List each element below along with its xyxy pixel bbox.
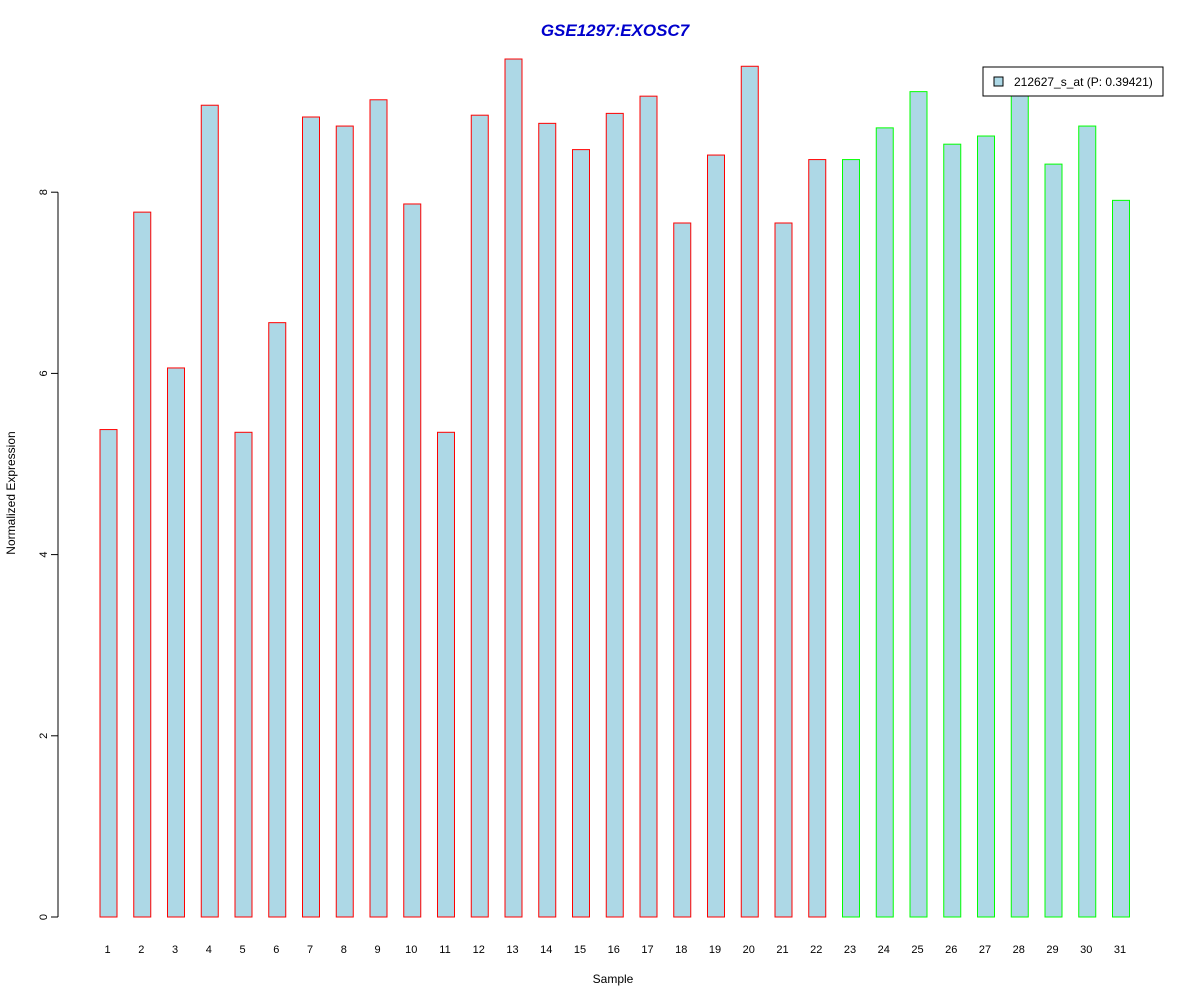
bar-sample-23: [842, 159, 860, 918]
bar-sample-20: [740, 65, 759, 918]
bar-sample-3: [167, 367, 185, 918]
bar-sample-22: [808, 159, 827, 918]
legend-box: [982, 66, 1164, 97]
x-tick-label: 26: [945, 944, 957, 956]
legend-label: 212627_s_at (P: 0.39421): [1014, 75, 1153, 89]
x-tick-label: 6: [273, 944, 279, 956]
x-tick-label: 11: [439, 944, 450, 956]
x-tick-label: 24: [878, 944, 890, 956]
bar-sample-12: [470, 114, 489, 918]
chart-title: GSE1297:EXOSC7: [541, 21, 691, 40]
bar-sample-9: [369, 99, 388, 918]
x-tick-label: 29: [1046, 944, 1058, 956]
x-tick-label: 22: [810, 944, 822, 956]
bar-sample-17: [639, 95, 658, 918]
x-tick-label: 10: [405, 944, 417, 956]
bar-sample-24: [875, 127, 894, 918]
bars: [99, 58, 1130, 918]
bar-sample-31: [1112, 199, 1130, 918]
bar-sample-2: [133, 211, 152, 918]
bar-sample-19: [707, 154, 725, 918]
bar-sample-26: [943, 143, 962, 918]
bar-sample-28: [1010, 87, 1029, 918]
legend: 212627_s_at (P: 0.39421): [982, 66, 1164, 97]
bar-sample-16: [605, 112, 624, 918]
bar-sample-7: [302, 116, 320, 918]
bar-sample-10: [403, 203, 422, 918]
bar-sample-27: [977, 135, 995, 918]
bar-sample-15: [572, 149, 590, 918]
x-axis-label: Sample: [593, 972, 634, 986]
x-tick-label: 2: [138, 944, 144, 956]
x-tick-label: 17: [641, 944, 653, 956]
x-tick-label: 13: [506, 944, 518, 956]
x-tick-label: 16: [608, 944, 620, 956]
x-tick-label: 9: [374, 944, 380, 956]
y-axis-label: Normalized Expression: [4, 431, 18, 554]
bar-sample-4: [200, 104, 219, 918]
bar-sample-18: [673, 222, 692, 918]
x-tick-label: 23: [844, 944, 856, 956]
bar-sample-11: [437, 431, 455, 918]
x-tick-label: 12: [473, 944, 485, 956]
x-tick-label: 15: [574, 944, 586, 956]
bar-sample-29: [1044, 163, 1063, 918]
x-tick-label: 20: [743, 944, 755, 956]
bar-sample-21: [774, 222, 793, 918]
bar-sample-30: [1078, 125, 1097, 918]
x-tick-label: 8: [341, 944, 347, 956]
bar-sample-25: [909, 91, 928, 918]
bar-sample-1: [99, 429, 118, 918]
bar-sample-6: [268, 322, 287, 918]
x-axis-tick-labels: 1 2 3 4 5 6 7 8 9 10 11 12 13 14 15 16 17 18 19 20 21 22 23 24 2…: [104, 944, 1126, 956]
x-tick-label: 1: [104, 944, 110, 956]
y-tick-label: 8: [38, 189, 50, 195]
bar-sample-5: [234, 431, 253, 918]
x-tick-label: 21: [776, 944, 788, 956]
x-tick-label: 27: [979, 944, 991, 956]
x-tick-label: 30: [1080, 944, 1092, 956]
y-tick-label: 2: [38, 733, 50, 739]
x-tick-label: 19: [709, 944, 721, 956]
bar-sample-8: [335, 125, 354, 918]
x-tick-label: 14: [540, 944, 552, 956]
legend-swatch: [993, 76, 1004, 87]
x-tick-label: 31: [1114, 944, 1126, 956]
x-tick-label: 5: [239, 944, 245, 956]
bar-sample-14: [538, 122, 557, 918]
x-tick-label: 28: [1013, 944, 1025, 956]
x-tick-label: 25: [911, 944, 923, 956]
y-tick-label: 4: [38, 552, 50, 558]
x-tick-label: 4: [206, 944, 212, 956]
y-tick-label: 0: [38, 914, 50, 920]
x-tick-label: 7: [307, 944, 313, 956]
y-axis: 0 2 4 6 8: [38, 189, 59, 920]
y-tick-label: 6: [38, 370, 50, 376]
x-tick-label: 18: [675, 944, 687, 956]
bar-sample-13: [504, 58, 523, 918]
x-tick-label: 3: [172, 944, 178, 956]
